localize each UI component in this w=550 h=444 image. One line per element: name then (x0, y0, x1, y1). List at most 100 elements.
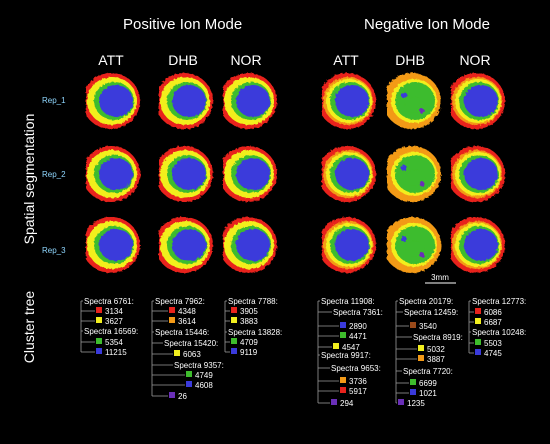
cluster-leaf-count: 5354 (105, 338, 123, 347)
cluster-node-label: Spectra 12459: (404, 308, 458, 317)
cluster-leaf-count: 294 (340, 399, 354, 408)
cluster-node-label: Spectra 11908: (321, 297, 375, 306)
column-header-neg-att: ATT (333, 52, 359, 68)
cluster-node-label: Spectra 6761: (84, 297, 134, 306)
brain-section-neg-col3-rep3 (314, 215, 376, 275)
cluster-color-swatch (174, 350, 180, 356)
cluster-leaf-count: 6063 (183, 350, 201, 359)
cluster-leaf-count: 3883 (240, 317, 258, 326)
negative-ion-mode-title: Negative Ion Mode (364, 16, 490, 33)
cluster-node-label: Spectra 9653: (331, 364, 381, 373)
cluster-leaf-count: 1021 (419, 389, 437, 398)
cluster-leaf-count: 4348 (178, 307, 196, 316)
cluster-node-label: Spectra 13828: (228, 328, 282, 337)
replicate-label-3: Rep_3 (42, 246, 66, 255)
column-header-pos-att: ATT (98, 52, 124, 68)
cluster-leaf-count: 3614 (178, 317, 196, 326)
column-header-neg-dhb: DHB (395, 52, 425, 68)
brain-section-pos-col2-rep1 (215, 71, 277, 131)
cluster-node-label: Spectra 7788: (228, 297, 278, 306)
brain-section-neg-col3-rep2 (314, 144, 376, 204)
cluster-leaf-count: 3540 (419, 322, 437, 331)
cluster-node-label: Spectra 12773: (472, 297, 526, 306)
cluster-color-swatch (169, 317, 175, 323)
cluster-color-swatch (231, 317, 237, 323)
cluster-leaf-count: 4547 (342, 343, 360, 352)
brain-section-neg-col4-rep3 (379, 215, 441, 275)
cluster-leaf-count: 4749 (195, 371, 213, 380)
cluster-color-swatch (398, 399, 404, 405)
cluster-color-swatch (340, 387, 346, 393)
brain-section-neg-col5-rep3 (443, 215, 505, 275)
brain-section-neg-col4-rep2 (379, 144, 441, 204)
column-header-neg-nor: NOR (459, 52, 491, 68)
scale-bar-label: 3mm (431, 273, 449, 282)
cluster-leaf-count: 3905 (240, 307, 258, 316)
cluster-leaf-count: 3134 (105, 307, 123, 316)
cluster-leaf-count: 11215 (105, 348, 127, 357)
cluster-color-swatch (186, 381, 192, 387)
cluster-color-swatch (169, 392, 175, 398)
brain-section-pos-col1-rep2 (151, 144, 213, 204)
cluster-leaf-count: 4608 (195, 381, 213, 390)
cluster-color-swatch (333, 343, 339, 349)
cluster-node-label: Spectra 15446: (155, 328, 209, 337)
cluster-color-swatch (96, 338, 102, 344)
cluster-node-label: Spectra 15420: (164, 339, 218, 348)
cluster-node-label: Spectra 9357: (174, 361, 224, 370)
cluster-color-swatch (340, 322, 346, 328)
cluster-leaf-count: 5917 (349, 387, 367, 396)
positive-ion-mode-title: Positive Ion Mode (123, 16, 243, 33)
cluster-leaf-count: 2890 (349, 322, 367, 331)
cluster-leaf-count: 4709 (240, 338, 258, 347)
brain-section-neg-col5-rep1 (443, 71, 505, 131)
cluster-leaf-count: 5503 (484, 339, 502, 348)
cluster-color-swatch (475, 318, 481, 324)
cluster-color-swatch (96, 307, 102, 313)
cluster-color-swatch (418, 355, 424, 361)
brain-section-pos-col2-rep2 (215, 144, 277, 204)
cluster-node-label: Spectra 8919: (413, 333, 463, 342)
cluster-leaf-count: 26 (178, 392, 187, 401)
brain-section-pos-col2-rep3 (215, 215, 277, 275)
cluster-tree-neg-dhb: Spectra 20179: Spectra 12459: 3540 Spectra … (395, 297, 463, 408)
cluster-tree-neg-att: Spectra 11908:Spectra 7361:289044714547S… (317, 297, 383, 408)
column-header-pos-dhb: DHB (168, 52, 198, 68)
cluster-color-swatch (169, 307, 175, 313)
cluster-color-swatch (340, 332, 346, 338)
cluster-color-swatch (186, 371, 192, 377)
cluster-color-swatch (340, 377, 346, 383)
cluster-color-swatch (475, 308, 481, 314)
brain-section-pos-col1-rep3 (151, 215, 213, 275)
cluster-color-swatch (96, 348, 102, 354)
replicate-label-2: Rep_2 (42, 170, 66, 179)
cluster-leaf-count: 3736 (349, 377, 367, 386)
cluster-node-label: Spectra 16569: (84, 327, 138, 336)
cluster-color-swatch (418, 345, 424, 351)
cluster-leaf-count: 3887 (427, 355, 445, 364)
cluster-color-swatch (410, 389, 416, 395)
column-header-pos-nor: NOR (230, 52, 262, 68)
cluster-leaf-count: 9119 (240, 348, 258, 357)
cluster-color-swatch (410, 322, 416, 328)
brain-section-pos-col0-rep1 (78, 71, 140, 131)
cluster-leaf-count: 5032 (427, 345, 445, 354)
cluster-color-swatch (96, 317, 102, 323)
cluster-node-label: Spectra 9917: (321, 351, 371, 360)
cluster-leaf-count: 4471 (349, 332, 367, 341)
cluster-node-label: Spectra 7720: (403, 367, 453, 376)
cluster-leaf-count: 6086 (484, 308, 502, 317)
cluster-leaf-count: 6687 (484, 318, 502, 327)
cluster-leaf-count: 4745 (484, 349, 502, 358)
brain-section-pos-col1-rep1 (151, 71, 213, 131)
cluster-leaf-count: 3627 (105, 317, 123, 326)
cluster-node-label: Spectra 7962: (155, 297, 205, 306)
cluster-color-swatch (231, 348, 237, 354)
brain-section-neg-col4-rep1 (379, 71, 441, 131)
